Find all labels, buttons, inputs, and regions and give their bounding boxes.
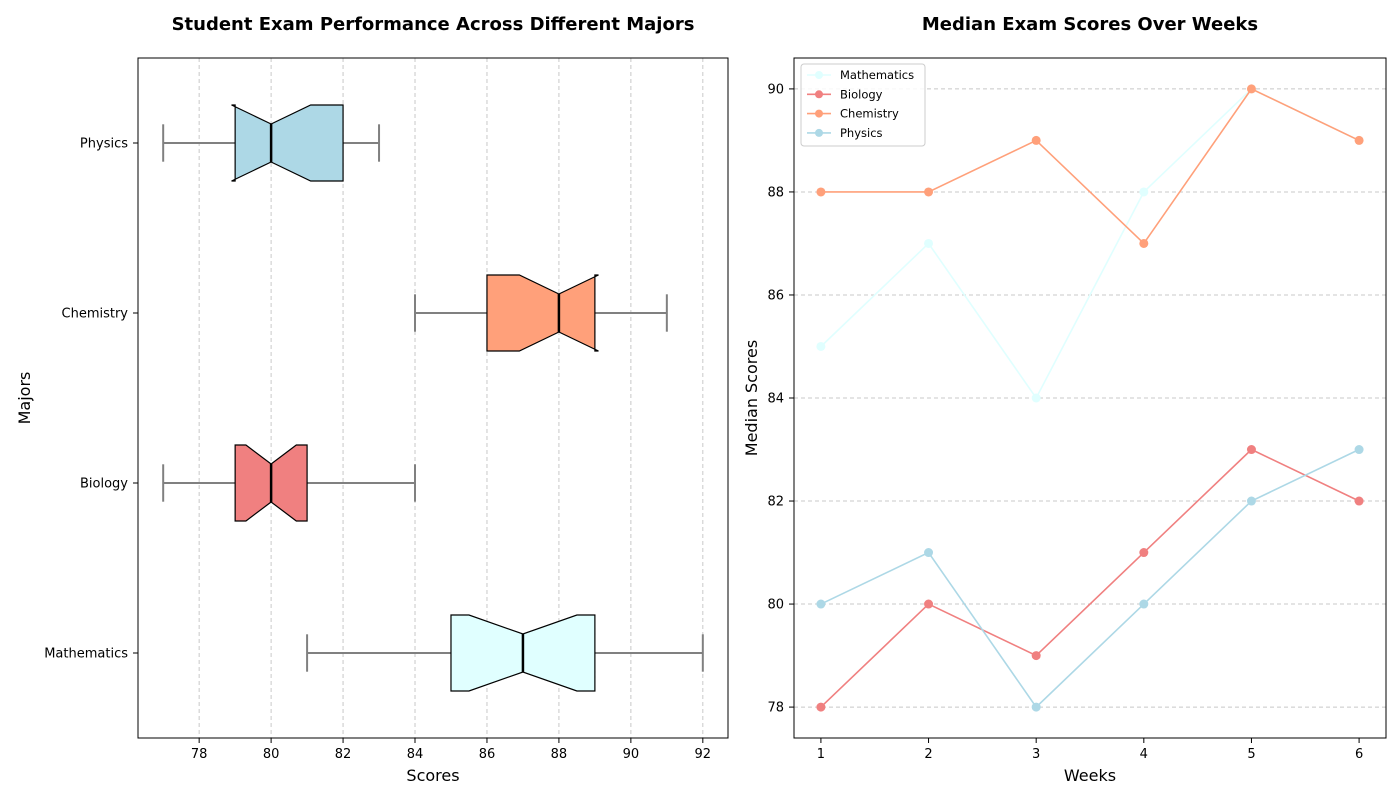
data-point xyxy=(1032,703,1041,712)
line-chart-x-tick-label: 2 xyxy=(924,747,932,762)
line-chart-y-axis-label: Median Scores xyxy=(742,340,761,456)
line-chart-x-ticks: 1 2 3 4 5 6 xyxy=(817,738,1363,762)
line-chart-x-tick-label: 6 xyxy=(1355,747,1363,762)
series-line xyxy=(821,450,1359,708)
data-point xyxy=(1355,445,1364,454)
box-body xyxy=(487,275,599,351)
boxplot-y-tick-label: Chemistry xyxy=(62,307,129,322)
line-chart-y-tick-label: 82 xyxy=(767,495,784,510)
data-point xyxy=(1247,497,1256,506)
boxplot-x-tick-label: 78 xyxy=(191,747,208,762)
boxplot-chart: Student Exam Performance Across Differen… xyxy=(15,14,728,785)
boxplot-x-axis-label: Scores xyxy=(406,766,459,785)
line-chart: Median Exam Scores Over Weeks 1 2 3 4 5 6 78 8… xyxy=(742,14,1386,785)
boxplot-y-tick-label: Physics xyxy=(80,137,128,152)
boxplot-x-tick-label: 92 xyxy=(695,747,712,762)
boxplot-x-tick-label: 80 xyxy=(263,747,280,762)
boxplot-x-tick-label: 88 xyxy=(551,747,568,762)
data-point xyxy=(1139,600,1148,609)
boxplot-y-axis-label: Majors xyxy=(15,372,34,425)
legend-swatch-marker xyxy=(815,129,823,137)
line-chart-y-ticks: 78 80 82 84 86 88 90 xyxy=(767,82,794,715)
data-point xyxy=(1247,84,1256,93)
legend-label: Mathematics xyxy=(840,68,914,82)
line-chart-title: Median Exam Scores Over Weeks xyxy=(922,14,1258,35)
data-point xyxy=(816,187,825,196)
legend-swatch-marker xyxy=(815,71,823,79)
line-chart-x-axis-label: Weeks xyxy=(1064,766,1116,785)
line-chart-x-tick-label: 5 xyxy=(1247,747,1255,762)
line-chart-y-tick-label: 80 xyxy=(767,598,784,613)
line-chart-y-tick-label: 84 xyxy=(767,392,784,407)
data-point xyxy=(1355,497,1364,506)
data-point xyxy=(1139,548,1148,557)
data-point xyxy=(1139,187,1148,196)
box-biology xyxy=(163,445,415,521)
line-chart-x-tick-label: 1 xyxy=(817,747,825,762)
boxplot-y-tick-label: Mathematics xyxy=(44,647,128,662)
boxplot-title: Student Exam Performance Across Differen… xyxy=(172,14,695,35)
boxplot-x-tick-label: 82 xyxy=(335,747,352,762)
data-point xyxy=(816,600,825,609)
data-point xyxy=(1139,239,1148,248)
line-chart-x-tick-label: 4 xyxy=(1140,747,1148,762)
boxplot-y-ticks: Mathematics Biology Chemistry Physics xyxy=(44,137,138,662)
box-mathematics xyxy=(307,615,703,691)
data-point xyxy=(1247,445,1256,454)
boxplot-axes-frame xyxy=(138,58,728,738)
data-point xyxy=(816,703,825,712)
legend-swatch-marker xyxy=(815,110,823,118)
line-chart-y-tick-label: 78 xyxy=(767,701,784,716)
series-biology xyxy=(816,445,1363,712)
box-body xyxy=(232,105,344,181)
legend-label: Physics xyxy=(840,126,883,140)
line-chart-gridlines xyxy=(794,89,1386,707)
boxplot-y-tick-label: Biology xyxy=(80,477,128,492)
boxplot-x-ticks: 78 80 82 84 86 88 90 92 xyxy=(191,738,711,762)
boxplot-x-tick-label: 86 xyxy=(479,747,496,762)
data-point xyxy=(816,342,825,351)
line-chart-x-tick-label: 3 xyxy=(1032,747,1040,762)
line-chart-legend: Mathematics Biology Chemistry Physics xyxy=(801,64,925,146)
boxplot-x-tick-label: 84 xyxy=(407,747,424,762)
line-chart-y-tick-label: 90 xyxy=(767,82,784,97)
box-chemistry xyxy=(415,275,667,351)
legend-label: Chemistry xyxy=(840,107,899,121)
boxplot-boxes xyxy=(163,105,703,691)
data-point xyxy=(924,600,933,609)
boxplot-x-tick-label: 90 xyxy=(623,747,640,762)
series-physics xyxy=(816,445,1363,712)
line-chart-y-tick-label: 88 xyxy=(767,185,784,200)
data-point xyxy=(1355,136,1364,145)
data-point xyxy=(1032,394,1041,403)
legend-swatch-marker xyxy=(815,90,823,98)
legend-label: Biology xyxy=(840,87,883,101)
data-point xyxy=(924,187,933,196)
line-chart-y-tick-label: 86 xyxy=(767,288,784,303)
data-point xyxy=(1032,651,1041,660)
data-point xyxy=(924,548,933,557)
data-point xyxy=(924,239,933,248)
data-point xyxy=(1032,136,1041,145)
